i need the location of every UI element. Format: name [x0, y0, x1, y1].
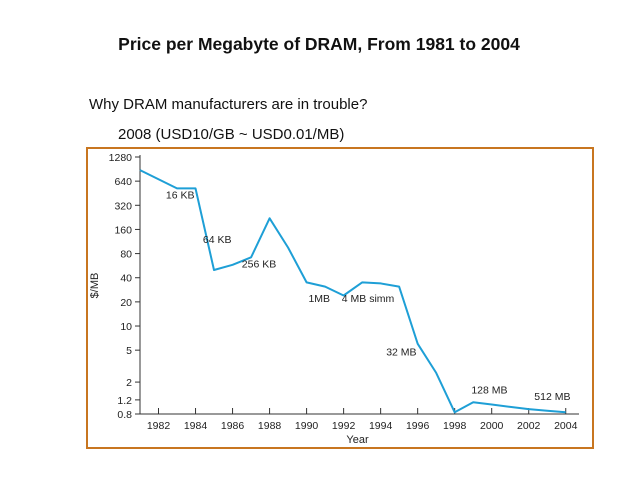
x-tick-label: 1994: [369, 420, 393, 432]
subtitle-question: Why DRAM manufacturers are in trouble?: [89, 96, 368, 113]
y-tick-label: 320: [114, 200, 132, 212]
x-tick-label: 1986: [221, 420, 245, 432]
x-tick-label: 1982: [147, 420, 171, 432]
x-tick-label: 1990: [295, 420, 319, 432]
annotation-label: 32 MB: [386, 346, 416, 358]
y-tick-label: 5: [126, 345, 132, 357]
y-tick-label: 40: [120, 273, 132, 285]
x-tick-label: 1988: [258, 420, 282, 432]
x-tick-label: 2000: [480, 420, 504, 432]
y-axis-label: $/MB: [89, 273, 101, 299]
slide-title: Price per Megabyte of DRAM, From 1981 to…: [118, 34, 520, 54]
subtitle-note: 2008 (USD10/GB ~ USD0.01/MB): [118, 126, 345, 143]
x-tick-label: 2002: [517, 420, 541, 432]
annotation-label: 1MB: [308, 293, 330, 305]
x-tick-label: 2004: [554, 420, 578, 432]
annotation-label: 64 KB: [203, 234, 232, 246]
y-tick-label: 1280: [109, 152, 133, 164]
annotation-label: 256 KB: [242, 258, 276, 270]
y-tick-label: 160: [114, 224, 132, 236]
x-tick-label: 1992: [332, 420, 356, 432]
price-series-line: [139, 169, 566, 414]
annotation-label: 512 MB: [534, 391, 570, 403]
dram-price-chart: 0.8 1.2 2 5 10 20 40 80 160 320 640 1280 1982 1984 198…: [89, 152, 579, 446]
x-tick-label: 1984: [184, 420, 208, 432]
y-tick-label: 10: [120, 321, 132, 333]
annotation-label: 16 KB: [166, 189, 195, 201]
x-tick-label: 1996: [406, 420, 430, 432]
chart-frame: 0.8 1.2 2 5 10 20 40 80 160 320 640 1280 1982 1984 198…: [86, 147, 594, 449]
y-tick-label: 2: [126, 377, 132, 389]
x-axis-label: Year: [346, 434, 369, 446]
annotation-label: 128 MB: [471, 384, 507, 396]
y-tick-label: 640: [114, 176, 132, 188]
annotation-label: 4 MB simm: [342, 293, 395, 305]
x-tick-label: 1998: [443, 420, 467, 432]
y-tick-label: 20: [120, 297, 132, 309]
y-tick-label: 0.8: [117, 409, 132, 421]
y-tick-label: 80: [120, 249, 132, 261]
y-tick-label: 1.2: [117, 395, 132, 407]
